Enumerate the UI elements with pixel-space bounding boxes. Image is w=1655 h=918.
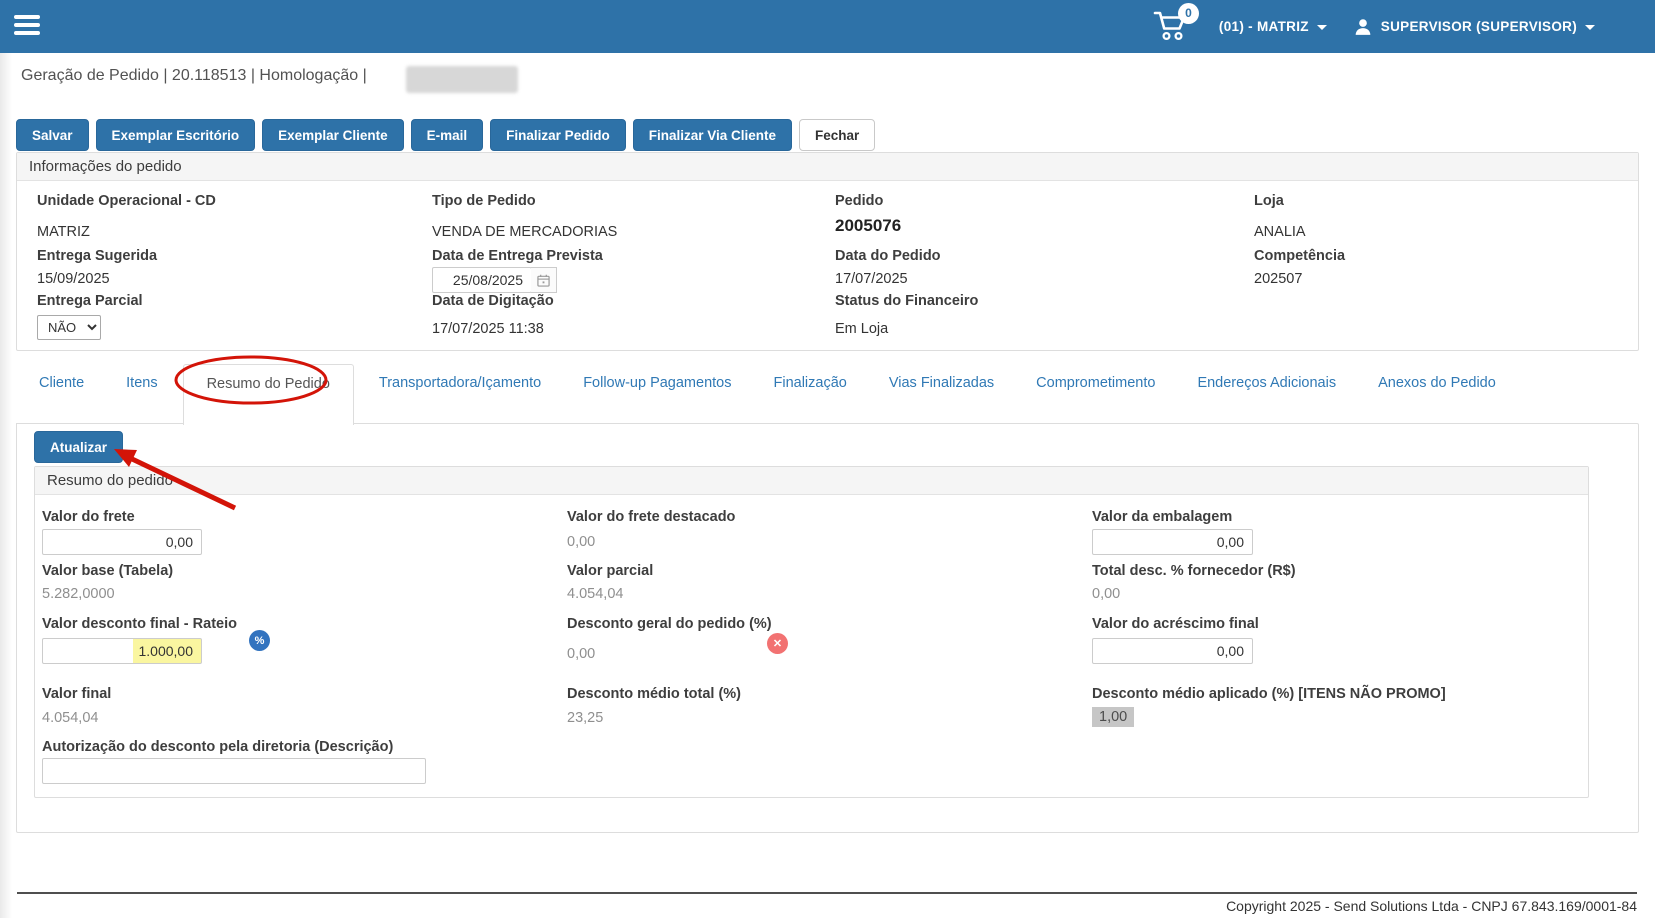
calendar-button[interactable] bbox=[531, 267, 557, 293]
field-label: Data do Pedido bbox=[835, 248, 941, 264]
field-value: MATRIZ bbox=[37, 224, 90, 240]
field-value: ANALIA bbox=[1254, 224, 1306, 240]
field-value: 15/09/2025 bbox=[37, 271, 110, 287]
user-menu[interactable]: SUPERVISOR (SUPERVISOR) bbox=[1353, 17, 1595, 37]
salvar-button[interactable]: Salvar bbox=[16, 119, 89, 151]
order-info-panel: Informações do pedido Unidade Operaciona… bbox=[16, 152, 1639, 351]
footer-copyright: Copyright 2025 - Send Solutions Ltda - C… bbox=[1226, 898, 1637, 914]
field-label: Desconto médio aplicado (%) [ITENS NÃO P… bbox=[1092, 686, 1446, 702]
tab-comprometimento[interactable]: Comprometimento bbox=[1036, 375, 1156, 391]
field-label: Desconto médio total (%) bbox=[567, 686, 742, 702]
order-number: 2005076 bbox=[835, 216, 902, 235]
top-navbar: 0 (01) - MATRIZ SUPERVISOR (SUPERVISOR) bbox=[0, 0, 1655, 53]
field-value: 0,00 bbox=[567, 534, 596, 550]
tab-cliente[interactable]: Cliente bbox=[39, 375, 85, 391]
tab-bar: Cliente Itens Resumo do Pedido Transport… bbox=[16, 362, 1639, 425]
field-label: Status do Financeiro bbox=[835, 293, 979, 309]
tab-resumo-do-pedido[interactable]: Resumo do Pedido bbox=[182, 364, 354, 425]
chevron-down-icon bbox=[1585, 25, 1595, 30]
left-edge-shade bbox=[0, 53, 12, 918]
fechar-button[interactable]: Fechar bbox=[799, 119, 876, 151]
tab-finalizacao[interactable]: Finalização bbox=[773, 375, 847, 391]
field-label: Valor do acréscimo final bbox=[1092, 616, 1259, 632]
field-value: 0,00 bbox=[1092, 586, 1121, 602]
field-label: Pedido bbox=[835, 193, 884, 209]
footer-divider bbox=[17, 892, 1637, 894]
chevron-down-icon bbox=[1316, 25, 1327, 30]
entrega-parcial-select[interactable]: NÃO bbox=[37, 315, 101, 340]
order-info-title: Informações do pedido bbox=[17, 153, 1638, 181]
tab-content-panel: Atualizar Resumo do pedido Valor do fret… bbox=[16, 423, 1639, 833]
calendar-icon bbox=[537, 274, 550, 287]
tab-itens[interactable]: Itens bbox=[126, 375, 158, 391]
field-value: 17/07/2025 11:38 bbox=[432, 321, 544, 337]
field-value: 4.054,04 bbox=[567, 586, 624, 602]
field-label: Data de Entrega Prevista bbox=[432, 248, 603, 264]
finalizar-via-cliente-button[interactable]: Finalizar Via Cliente bbox=[632, 119, 792, 151]
field-label: Tipo de Pedido bbox=[432, 193, 536, 209]
order-summary-title: Resumo do pedido bbox=[35, 467, 1588, 495]
exemplar-cliente-button[interactable]: Exemplar Cliente bbox=[262, 119, 404, 151]
valor-frete-input[interactable] bbox=[42, 529, 202, 555]
field-label: Valor do frete bbox=[42, 509, 135, 525]
branch-label: (01) - MATRIZ bbox=[1218, 19, 1309, 34]
field-label: Autorização do desconto pela diretoria (… bbox=[42, 739, 394, 755]
field-label: Loja bbox=[1254, 193, 1284, 209]
field-label: Valor base (Tabela) bbox=[42, 563, 174, 579]
tab-enderecos-adicionais[interactable]: Endereços Adicionais bbox=[1197, 375, 1337, 391]
field-label: Valor do frete destacado bbox=[567, 509, 736, 525]
field-label: Data de Digitação bbox=[432, 293, 554, 309]
exemplar-escritorio-button[interactable]: Exemplar Escritório bbox=[95, 119, 256, 151]
field-label: Desconto geral do pedido (%) bbox=[567, 616, 772, 632]
menu-icon[interactable] bbox=[14, 15, 42, 38]
user-icon bbox=[1355, 18, 1371, 35]
user-label: SUPERVISOR (SUPERVISOR) bbox=[1380, 19, 1577, 34]
tab-transportadora-icamento[interactable]: Transportadora/Içamento bbox=[378, 375, 542, 391]
valor-desconto-rateio-input[interactable] bbox=[42, 638, 202, 664]
toolbar: Salvar Exemplar Escritório Exemplar Clie… bbox=[16, 119, 876, 151]
field-label: Unidade Operacional - CD bbox=[37, 193, 216, 209]
field-value: 0,00 bbox=[567, 646, 596, 662]
valor-embalagem-input[interactable] bbox=[1092, 529, 1253, 555]
redacted-text bbox=[406, 66, 518, 93]
field-value: 202507 bbox=[1254, 271, 1303, 287]
data-entrega-prevista-input[interactable] bbox=[432, 267, 532, 293]
field-value: VENDA DE MERCADORIAS bbox=[432, 224, 618, 240]
tab-label: Resumo do Pedido bbox=[206, 376, 330, 392]
field-label: Entrega Parcial bbox=[37, 293, 143, 309]
field-label: Valor final bbox=[42, 686, 112, 702]
finalizar-pedido-button[interactable]: Finalizar Pedido bbox=[490, 119, 626, 151]
field-label: Valor desconto final - Rateio bbox=[42, 616, 237, 632]
email-button[interactable]: E-mail bbox=[410, 119, 484, 151]
field-value-highlighted: 1,00 bbox=[1092, 707, 1135, 727]
tab-vias-finalizadas[interactable]: Vias Finalizadas bbox=[888, 375, 995, 391]
navbar-right: 0 (01) - MATRIZ SUPERVISOR (SUPERVISOR) bbox=[1153, 0, 1595, 53]
valor-acrescimo-input[interactable] bbox=[1092, 638, 1253, 664]
field-label: Entrega Sugerida bbox=[37, 248, 158, 264]
field-label: Total desc. % fornecedor (R$) bbox=[1092, 563, 1296, 579]
field-value: 23,25 bbox=[567, 710, 604, 726]
field-value: Em Loja bbox=[835, 321, 889, 337]
field-label: Valor da embalagem bbox=[1092, 509, 1233, 525]
field-value: 17/07/2025 bbox=[835, 271, 908, 287]
tab-anexos-do-pedido[interactable]: Anexos do Pedido bbox=[1378, 375, 1496, 391]
order-summary-panel: Resumo do pedido Valor do frete Valor ba… bbox=[34, 466, 1589, 798]
remove-discount-icon[interactable]: ✕ bbox=[767, 633, 788, 654]
branch-selector[interactable]: (01) - MATRIZ bbox=[1219, 19, 1327, 34]
percent-icon[interactable]: % bbox=[249, 630, 270, 651]
field-value: 5.282,0000 bbox=[42, 586, 115, 602]
cart-badge: 0 bbox=[1177, 2, 1199, 24]
field-label: Competência bbox=[1254, 248, 1346, 264]
breadcrumb: Geração de Pedido | 20.118513 | Homologa… bbox=[21, 67, 367, 84]
cart-button[interactable]: 0 bbox=[1153, 2, 1199, 46]
atualizar-button[interactable]: Atualizar bbox=[34, 431, 124, 463]
field-label: Valor parcial bbox=[567, 563, 654, 579]
autorizacao-desconto-input[interactable] bbox=[42, 758, 426, 784]
field-value: 4.054,04 bbox=[42, 710, 99, 726]
tab-follow-up-pagamentos[interactable]: Follow-up Pagamentos bbox=[583, 375, 732, 391]
